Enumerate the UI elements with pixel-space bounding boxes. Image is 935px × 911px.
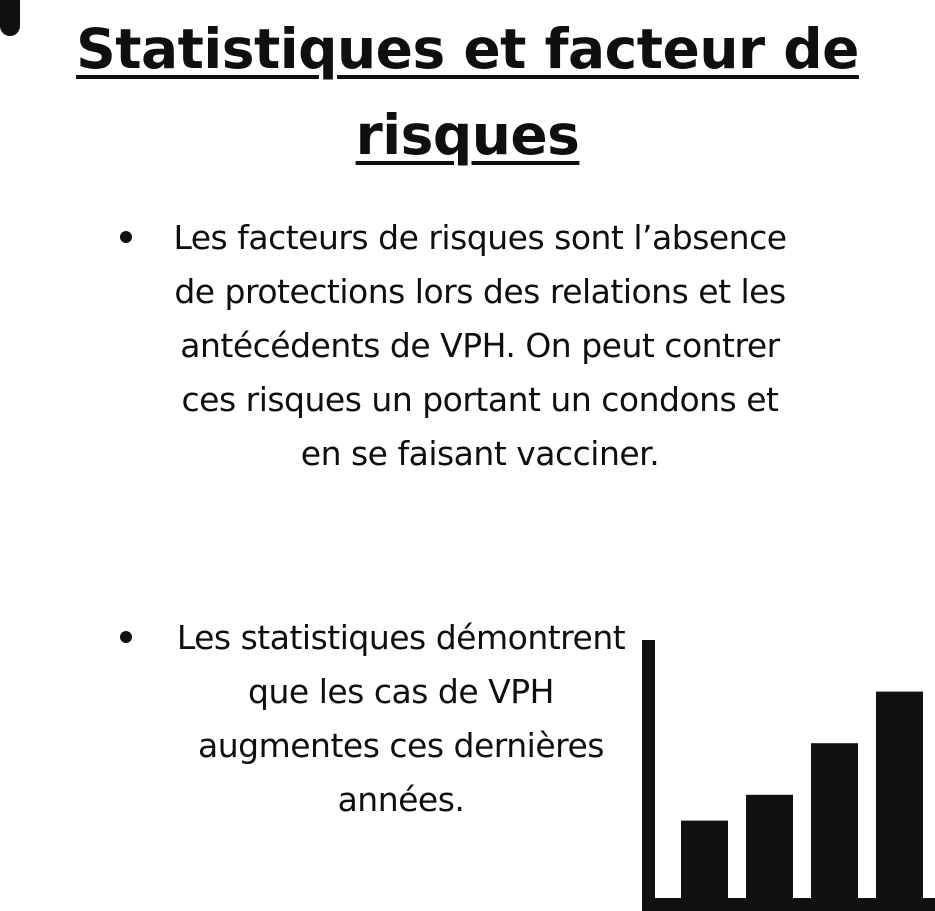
bar-chart-icon: [642, 640, 935, 911]
page-title: Statistiques et facteur de risques: [76, 17, 859, 167]
chart-bar-2: [746, 794, 793, 898]
chart-bar-1: [681, 820, 728, 898]
corner-mark: [0, 0, 20, 36]
bullet-dot: [120, 631, 132, 643]
chart-bars: [681, 691, 923, 898]
chart-bar-3: [811, 743, 858, 898]
bullet-dot: [120, 231, 132, 243]
chart-x-axis: [642, 898, 935, 911]
chart-bar-4: [876, 691, 923, 898]
statistics-paragraph: Les statistiques démontrent que les cas …: [176, 618, 626, 819]
chart-y-axis: [642, 640, 655, 911]
risk-factors-paragraph: Les facteurs de risques sont l’absence d…: [173, 218, 787, 473]
